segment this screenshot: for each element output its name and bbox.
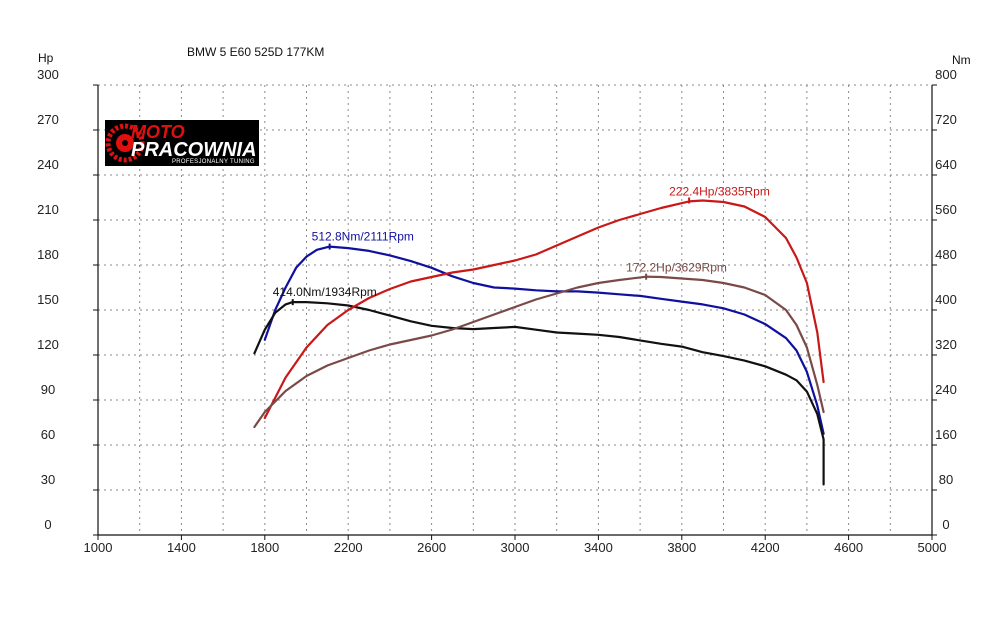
y-left-tick-label: 120 — [37, 337, 59, 352]
y-right-tick-label: 160 — [935, 427, 957, 442]
series-line-4 — [253, 275, 825, 429]
y-left-tick-label: 180 — [37, 247, 59, 262]
y-left-tick-label: 90 — [41, 382, 55, 397]
y-right-tick-label: 800 — [935, 67, 957, 82]
logo-brand-top: MOTO — [131, 122, 185, 142]
y-left-unit-label: Hp — [38, 51, 54, 65]
series-line-3 — [263, 199, 825, 420]
y-left-tick-labels: 0 30 60 90 120 150 180 210 240 270 300 — [37, 67, 98, 536]
y-left-tick-label: 150 — [37, 292, 59, 307]
y-left-tick-label: 210 — [37, 202, 59, 217]
peak-label-2: 414.0Nm/1934Rpm — [273, 285, 377, 299]
y-left-tick-label: 0 — [44, 517, 51, 532]
y-left-tick-label: 270 — [37, 112, 59, 127]
y-left-tick-label: 240 — [37, 157, 59, 172]
y-left-tick-label: 30 — [41, 472, 55, 487]
peak-label-1: 512.8Nm/2111Rpm — [312, 230, 414, 244]
y-right-tick-label: 320 — [935, 337, 957, 352]
y-right-tick-label: 480 — [935, 247, 957, 262]
y-left-tick-label: 300 — [37, 67, 59, 82]
x-tick-label: 3800 — [667, 540, 696, 555]
x-tick-label: 2600 — [417, 540, 446, 555]
x-tick-label: 2200 — [334, 540, 363, 555]
y-right-tick-label: 0 — [942, 517, 949, 532]
x-tick-label: 4600 — [834, 540, 863, 555]
y-right-tick-labels: 0 80 160 240 320 400 480 560 640 720 800 — [932, 67, 957, 536]
x-tick-label: 5000 — [918, 540, 947, 555]
brand-logo: MOTO PRACOWNIA PROFESJONALNY TUNING — [105, 120, 259, 166]
logo-brand-main: PRACOWNIA — [131, 139, 257, 161]
x-tick-label: 4200 — [751, 540, 780, 555]
y-right-tick-label: 560 — [935, 202, 957, 217]
x-tick-label: 1000 — [84, 540, 113, 555]
y-right-tick-label: 400 — [935, 292, 957, 307]
series-line-1 — [263, 245, 825, 435]
y-left-tick-label: 60 — [41, 427, 55, 442]
logo-tagline: PROFESJONALNY TUNING — [172, 159, 255, 165]
y-right-tick-label: 640 — [935, 157, 957, 172]
chart-title: BMW 5 E60 525D 177KM — [187, 45, 324, 59]
logo-wheel-icon — [105, 123, 145, 163]
y-right-tick-label: 720 — [935, 112, 957, 127]
x-tick-label: 1400 — [167, 540, 196, 555]
x-tick-label: 3400 — [584, 540, 613, 555]
curves — [253, 199, 825, 486]
y-right-tick-label: 240 — [935, 382, 957, 397]
y-right-tick-label: 80 — [939, 472, 953, 487]
grid — [98, 84, 932, 535]
x-tick-label: 3000 — [501, 540, 530, 555]
x-tick-labels: 1000 1400 1800 2200 2600 3000 3400 3800 4200 4600… — [84, 535, 947, 555]
series-line-2 — [253, 301, 825, 486]
peak-label-4: 172.2Hp/3629Rpm — [626, 261, 727, 275]
peak-label-3: 222.4Hp/3835Rpm — [669, 185, 770, 199]
x-tick-label: 1800 — [250, 540, 279, 555]
peak-annotations: 512.8Nm/2111Rpm 414.0Nm/1934Rpm 222.4Hp/38… — [273, 185, 770, 306]
y-right-unit-label: Nm — [952, 53, 971, 67]
